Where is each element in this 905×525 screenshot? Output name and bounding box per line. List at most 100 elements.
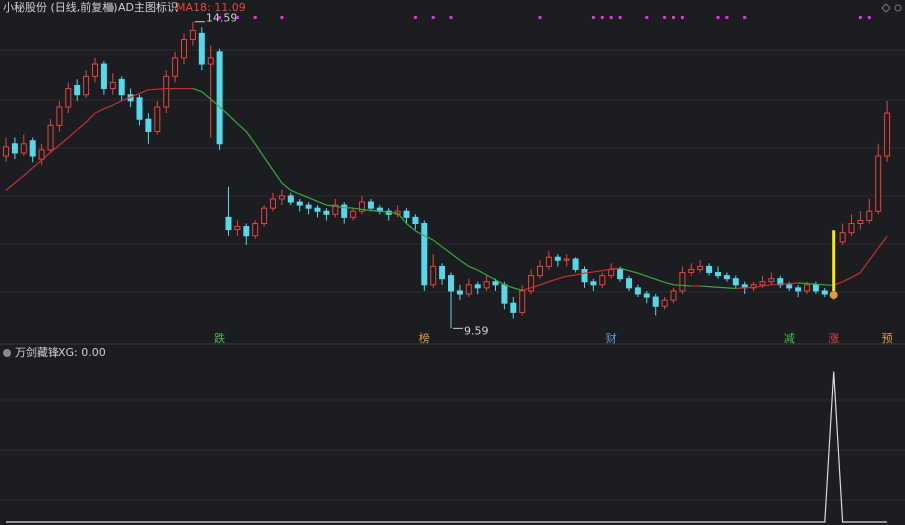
ma-segment: [299, 193, 309, 199]
ma-segment: [842, 276, 852, 283]
candle-body: [314, 207, 321, 212]
ma-segment: [868, 247, 879, 261]
price-label: 9.59: [464, 324, 489, 337]
ma-segment: [477, 269, 487, 276]
candle-body: [261, 207, 268, 224]
annotation: 榜: [419, 331, 430, 345]
signal-dot: [858, 16, 862, 19]
signal-dot: [672, 16, 675, 19]
signal-dot: [431, 16, 435, 19]
candle-body: [367, 201, 374, 209]
candle-body: [216, 51, 223, 145]
candle-body: [109, 81, 116, 90]
signal-dot: [449, 16, 453, 19]
candle-body: [474, 284, 481, 289]
ma-segment: [619, 267, 630, 272]
candle-body: [412, 216, 419, 224]
signal-dot: [725, 16, 729, 19]
ma-segment: [646, 275, 656, 280]
candle-body: [626, 278, 632, 289]
ma-segment: [424, 235, 434, 241]
ma-segment: [219, 106, 229, 116]
ma-segment: [530, 284, 541, 289]
candle-body: [759, 281, 766, 286]
ma-segment: [130, 92, 140, 98]
close-icon[interactable]: [894, 4, 902, 12]
signal-dot: [716, 16, 720, 19]
ma-segment: [317, 200, 327, 206]
toggle-icon[interactable]: [3, 349, 11, 357]
candle-body: [715, 272, 721, 277]
candle-body: [296, 201, 303, 206]
ma-segment: [789, 282, 799, 285]
candle-body: [198, 32, 205, 65]
ma-segment: [655, 278, 665, 283]
candle-body: [617, 268, 624, 280]
candle-body: [20, 143, 27, 154]
candle-body: [492, 281, 499, 286]
candle-body: [83, 75, 90, 96]
signal-dot: [253, 16, 257, 19]
ma-segment: [486, 274, 496, 281]
ma-segment: [762, 284, 772, 287]
signal-dot: [600, 16, 604, 19]
ma-segment: [103, 104, 114, 110]
candle-body: [243, 226, 250, 237]
candle-body: [643, 293, 650, 298]
ma-segment: [335, 205, 345, 209]
price-label: 14.59: [206, 12, 238, 25]
ma-segment: [771, 283, 781, 286]
ma-segment: [326, 204, 336, 207]
candle-body: [136, 97, 143, 120]
annotation: 跌: [214, 331, 225, 345]
candle-body: [270, 198, 276, 209]
ma-segment: [121, 96, 131, 102]
annotation: 预: [882, 332, 893, 345]
ma-segment: [50, 144, 60, 153]
candle-body: [421, 222, 428, 286]
candle-body: [287, 195, 294, 203]
ma-segment: [415, 230, 425, 237]
ma-segment: [94, 108, 105, 114]
lower-name: 万剑藏锋: [15, 345, 59, 359]
candle-body: [456, 290, 463, 295]
ma-segment: [798, 282, 808, 285]
candle-body: [857, 219, 864, 224]
candle-body: [305, 204, 312, 209]
ma-segment: [495, 279, 505, 286]
ma-segment: [379, 210, 389, 214]
candle-body: [38, 149, 45, 160]
toggle-icon[interactable]: [106, 4, 114, 12]
ma-segment: [709, 286, 719, 288]
candle-body: [234, 226, 241, 231]
candle-body: [608, 268, 615, 277]
signal-dot: [680, 16, 684, 19]
annotation: 财: [606, 331, 617, 345]
ma-segment: [263, 156, 274, 171]
ma-segment: [59, 137, 69, 146]
candle-body: [341, 204, 348, 218]
ma-segment: [308, 197, 318, 202]
candle-body: [252, 222, 259, 237]
candle-body: [92, 63, 98, 77]
candle-body: [29, 140, 36, 157]
signal-dot: [413, 16, 417, 19]
settings-icon[interactable]: [881, 3, 891, 13]
ma-segment: [388, 211, 398, 214]
ma-segment: [272, 169, 283, 184]
ma-segment: [85, 112, 96, 123]
ma-segment: [139, 89, 149, 95]
candle-body: [706, 265, 713, 274]
candle-body: [537, 265, 543, 277]
signal-dot: [663, 16, 667, 19]
ma-segment: [14, 175, 25, 184]
ma-segment: [726, 287, 736, 290]
ma-segment: [851, 272, 861, 278]
ma-segment: [539, 281, 550, 286]
ma-segment: [236, 123, 247, 132]
ma-segment: [157, 87, 167, 90]
ma-segment: [254, 143, 265, 158]
